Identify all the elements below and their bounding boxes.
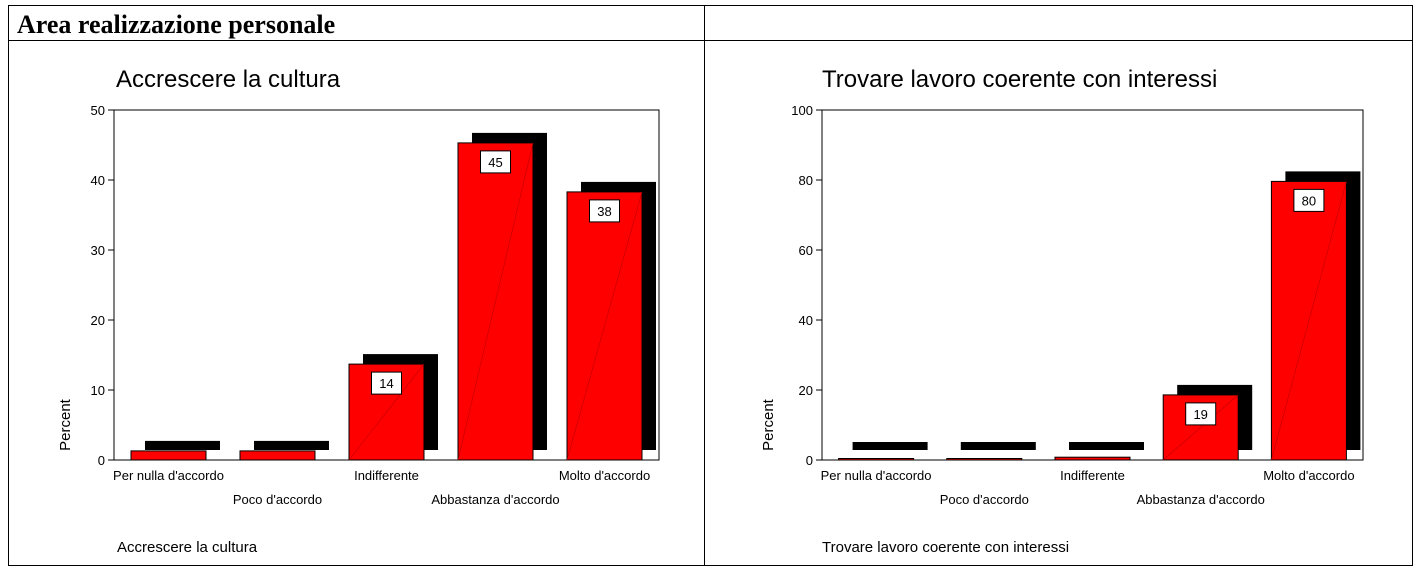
data-label-box [371,371,402,395]
y-tick-label: 20 [91,313,105,328]
chart-title-left: Accrescere la cultura [116,66,341,93]
data-label: 14 [379,376,393,391]
y-tick-label: 10 [91,383,105,398]
bar [130,450,207,461]
x-tick-label: Molto d'accordo [559,468,650,483]
bar-shadow [852,442,928,450]
data-label: 38 [597,204,611,219]
x-tick-label: Poco d'accordo [940,492,1029,507]
data-label: 19 [1193,407,1207,422]
y-tick-label: 60 [799,243,813,258]
data-label: 80 [1302,193,1316,208]
chart-title-right: Trovare lavoro coerente con interessi [822,66,1218,93]
bar-shadow [145,440,220,450]
bar-shading [1271,181,1347,461]
x-tick-label: Indifferente [1060,468,1125,483]
y-tick-label: 20 [799,383,813,398]
bar-shadow [1069,442,1144,450]
data-label-box [1185,402,1217,426]
y-tick-label: 50 [91,103,105,118]
bar [946,458,1023,461]
header-divider [8,40,1413,41]
bar-shadow [960,442,1036,450]
x-tick-label: Poco d'accordo [233,492,322,507]
bar [838,458,915,461]
data-label-box [480,150,511,174]
data-label: 45 [488,155,502,170]
y-tick-label: 0 [98,453,105,468]
chart-caption-right: Trovare lavoro coerente con interessi [822,539,1070,556]
column-divider [704,5,705,566]
y-tick-label: 40 [91,173,105,188]
data-label-box [589,199,620,223]
data-label-box [1293,188,1325,212]
table-frame [8,5,1413,566]
y-axis-label: Percent [760,398,777,451]
x-tick-label: Per nulla d'accordo [821,468,932,483]
y-axis-label: Percent [57,398,74,451]
bar-shadow [254,440,329,450]
bar [1054,456,1131,461]
y-tick-label: 100 [791,103,813,118]
bar-shading [457,142,534,461]
bar-shading [348,363,425,461]
bar-chart-left: 0 10 20 30 40 50 Percent 14 45 38 Per nulla d'acco… [57,103,660,507]
bar-chart-right: 0 20 40 60 80 100 Percent 19 80 Per nulla d'accor… [760,103,1364,507]
bar-shading [1163,394,1239,461]
bar [239,450,316,461]
y-tick-label: 30 [91,243,105,258]
x-tick-label: Indifferente [354,468,419,483]
x-tick-label: Abbastanza d'accordo [1137,492,1265,507]
page-title: Area realizzazione personale [17,10,336,39]
x-tick-label: Molto d'accordo [1263,468,1354,483]
y-tick-label: 40 [799,313,813,328]
y-tick-label: 0 [806,453,813,468]
x-tick-label: Abbastanza d'accordo [431,492,559,507]
bar-shading [566,191,643,461]
chart-caption-left: Accrescere la cultura [117,539,258,556]
y-tick-label: 80 [799,173,813,188]
x-tick-label: Per nulla d'accordo [113,468,224,483]
